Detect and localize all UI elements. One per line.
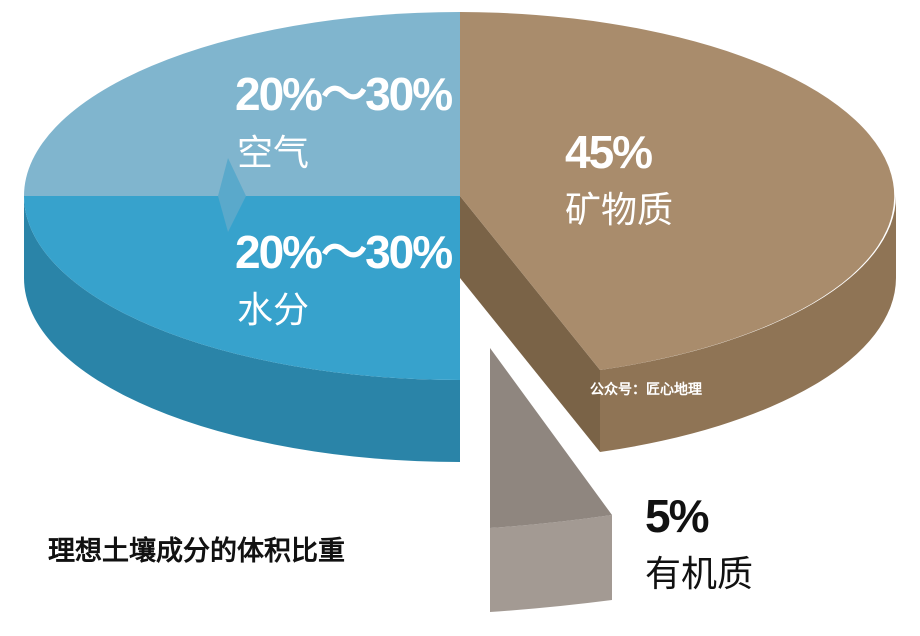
organic-slice xyxy=(490,348,612,528)
water-label: 20%～30% xyxy=(235,226,452,278)
organic-label: 5% xyxy=(645,490,709,542)
mineral-label: 45% xyxy=(565,126,652,178)
water-name: 水分 xyxy=(237,290,309,331)
mineral-slice xyxy=(460,12,895,370)
mineral-name: 矿物质 xyxy=(565,190,673,231)
air-label: 20%～30% xyxy=(235,68,452,120)
mineral-cut xyxy=(460,196,600,452)
title: 理想土壤成分的体积比重 xyxy=(48,535,345,567)
watermark: 公众号：匠心地理 xyxy=(590,381,702,398)
mineral-side xyxy=(600,196,896,452)
air-name: 空气 xyxy=(237,133,309,174)
water-side xyxy=(24,196,460,462)
notch xyxy=(218,158,246,232)
air-slice xyxy=(24,12,460,196)
organic-name: 有机质 xyxy=(645,554,753,595)
water-slice xyxy=(24,196,460,380)
organic-side xyxy=(490,515,612,612)
